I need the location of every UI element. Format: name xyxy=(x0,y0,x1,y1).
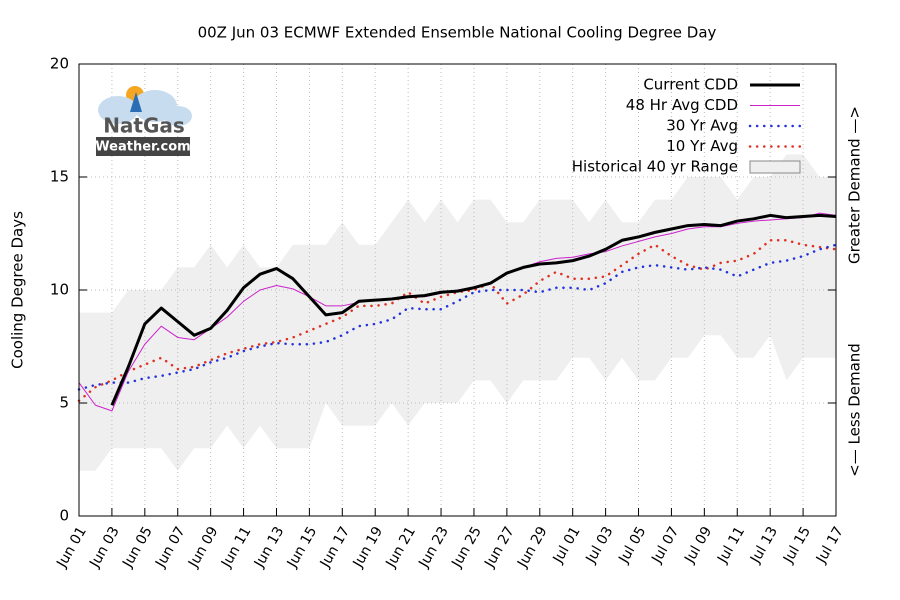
legend-swatch xyxy=(749,160,801,174)
right-label-upper: Greater Demand —> xyxy=(846,106,864,264)
logo-banner xyxy=(96,137,190,156)
legend-label: Current CDD xyxy=(643,76,738,94)
right-label-lower: <— Less Demand xyxy=(846,343,864,477)
chart-title: 00Z Jun 03 ECMWF Extended Ensemble Natio… xyxy=(198,24,717,42)
y-tick-label: 10 xyxy=(50,281,69,299)
legend: Current CDD 48 Hr Avg CDD 30 Yr Avg 10 Yr A… xyxy=(572,76,802,176)
logo-text: NatGas xyxy=(103,114,185,138)
logo-text: Weather.com xyxy=(95,140,190,155)
legend-label: 10 Yr Avg xyxy=(666,137,738,155)
logo-cloud xyxy=(98,96,138,124)
y-tick-label: 5 xyxy=(59,394,69,412)
legend-label: Historical 40 yr Range xyxy=(572,158,738,176)
y-tick-label: 20 xyxy=(50,55,69,73)
y-tick-label: 15 xyxy=(50,168,69,186)
logo-cloud xyxy=(164,106,192,126)
plot-frame xyxy=(78,63,837,517)
logo: NatGas Weather.com xyxy=(95,86,192,156)
series-line xyxy=(77,239,838,402)
legend-label: 48 Hr Avg CDD xyxy=(626,96,738,114)
y-tick-label: 0 xyxy=(59,507,69,525)
logo-flame xyxy=(130,92,142,112)
y-axis-label: Cooling Degree Days xyxy=(9,211,27,369)
series-line xyxy=(110,213,837,406)
legend-label: 30 Yr Avg xyxy=(666,117,738,135)
